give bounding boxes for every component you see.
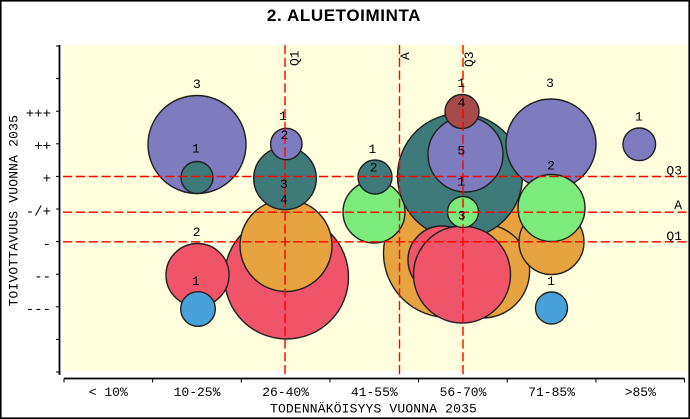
svg-text:71-85%: 71-85%: [528, 385, 575, 400]
svg-text:-: -: [43, 237, 51, 253]
svg-text:3: 3: [458, 209, 466, 224]
svg-text:1: 1: [457, 76, 465, 91]
svg-text:41-55%: 41-55%: [351, 385, 398, 400]
svg-text:A: A: [398, 52, 413, 60]
svg-text:Q3: Q3: [462, 51, 477, 67]
svg-text:TODENNÄKÖISYYS VUONNA 2035: TODENNÄKÖISYYS VUONNA 2035: [270, 401, 477, 416]
svg-text:3: 3: [193, 77, 201, 92]
svg-text:1: 1: [457, 174, 465, 189]
svg-text:4: 4: [280, 193, 288, 208]
svg-text:10-25%: 10-25%: [174, 385, 221, 400]
svg-text:3: 3: [546, 76, 554, 91]
svg-text:4: 4: [458, 95, 466, 110]
svg-text:2. ALUETOIMINTA: 2. ALUETOIMINTA: [267, 6, 421, 25]
svg-text:2: 2: [193, 225, 201, 240]
svg-text:-/+: -/+: [26, 204, 51, 220]
svg-text:>85%: >85%: [625, 385, 656, 400]
svg-text:1: 1: [279, 109, 287, 124]
svg-text:2: 2: [370, 161, 378, 176]
svg-text:1: 1: [368, 142, 376, 157]
svg-text:1: 1: [192, 142, 200, 157]
svg-text:Q1: Q1: [666, 229, 682, 244]
svg-text:1: 1: [635, 109, 643, 124]
svg-text:--: --: [34, 270, 51, 286]
svg-text:2: 2: [280, 128, 288, 143]
svg-text:56-70%: 56-70%: [440, 385, 487, 400]
svg-text:Q3: Q3: [666, 164, 682, 179]
svg-text:26-40%: 26-40%: [262, 385, 309, 400]
svg-text:< 10%: < 10%: [89, 385, 128, 400]
svg-text:A: A: [674, 198, 682, 213]
svg-text:+++: +++: [26, 106, 51, 122]
svg-text:5: 5: [457, 143, 465, 158]
svg-text:1: 1: [192, 274, 200, 289]
svg-text:1: 1: [547, 274, 555, 289]
svg-text:---: ---: [26, 302, 51, 318]
svg-text:Q1: Q1: [288, 50, 303, 66]
svg-text:++: ++: [34, 139, 51, 155]
svg-text:+: +: [43, 172, 51, 188]
svg-text:TOIVOTTAVUUS VUONNA 2035: TOIVOTTAVUUS VUONNA 2035: [7, 115, 22, 307]
svg-text:3: 3: [280, 177, 288, 192]
svg-text:2: 2: [547, 159, 555, 174]
